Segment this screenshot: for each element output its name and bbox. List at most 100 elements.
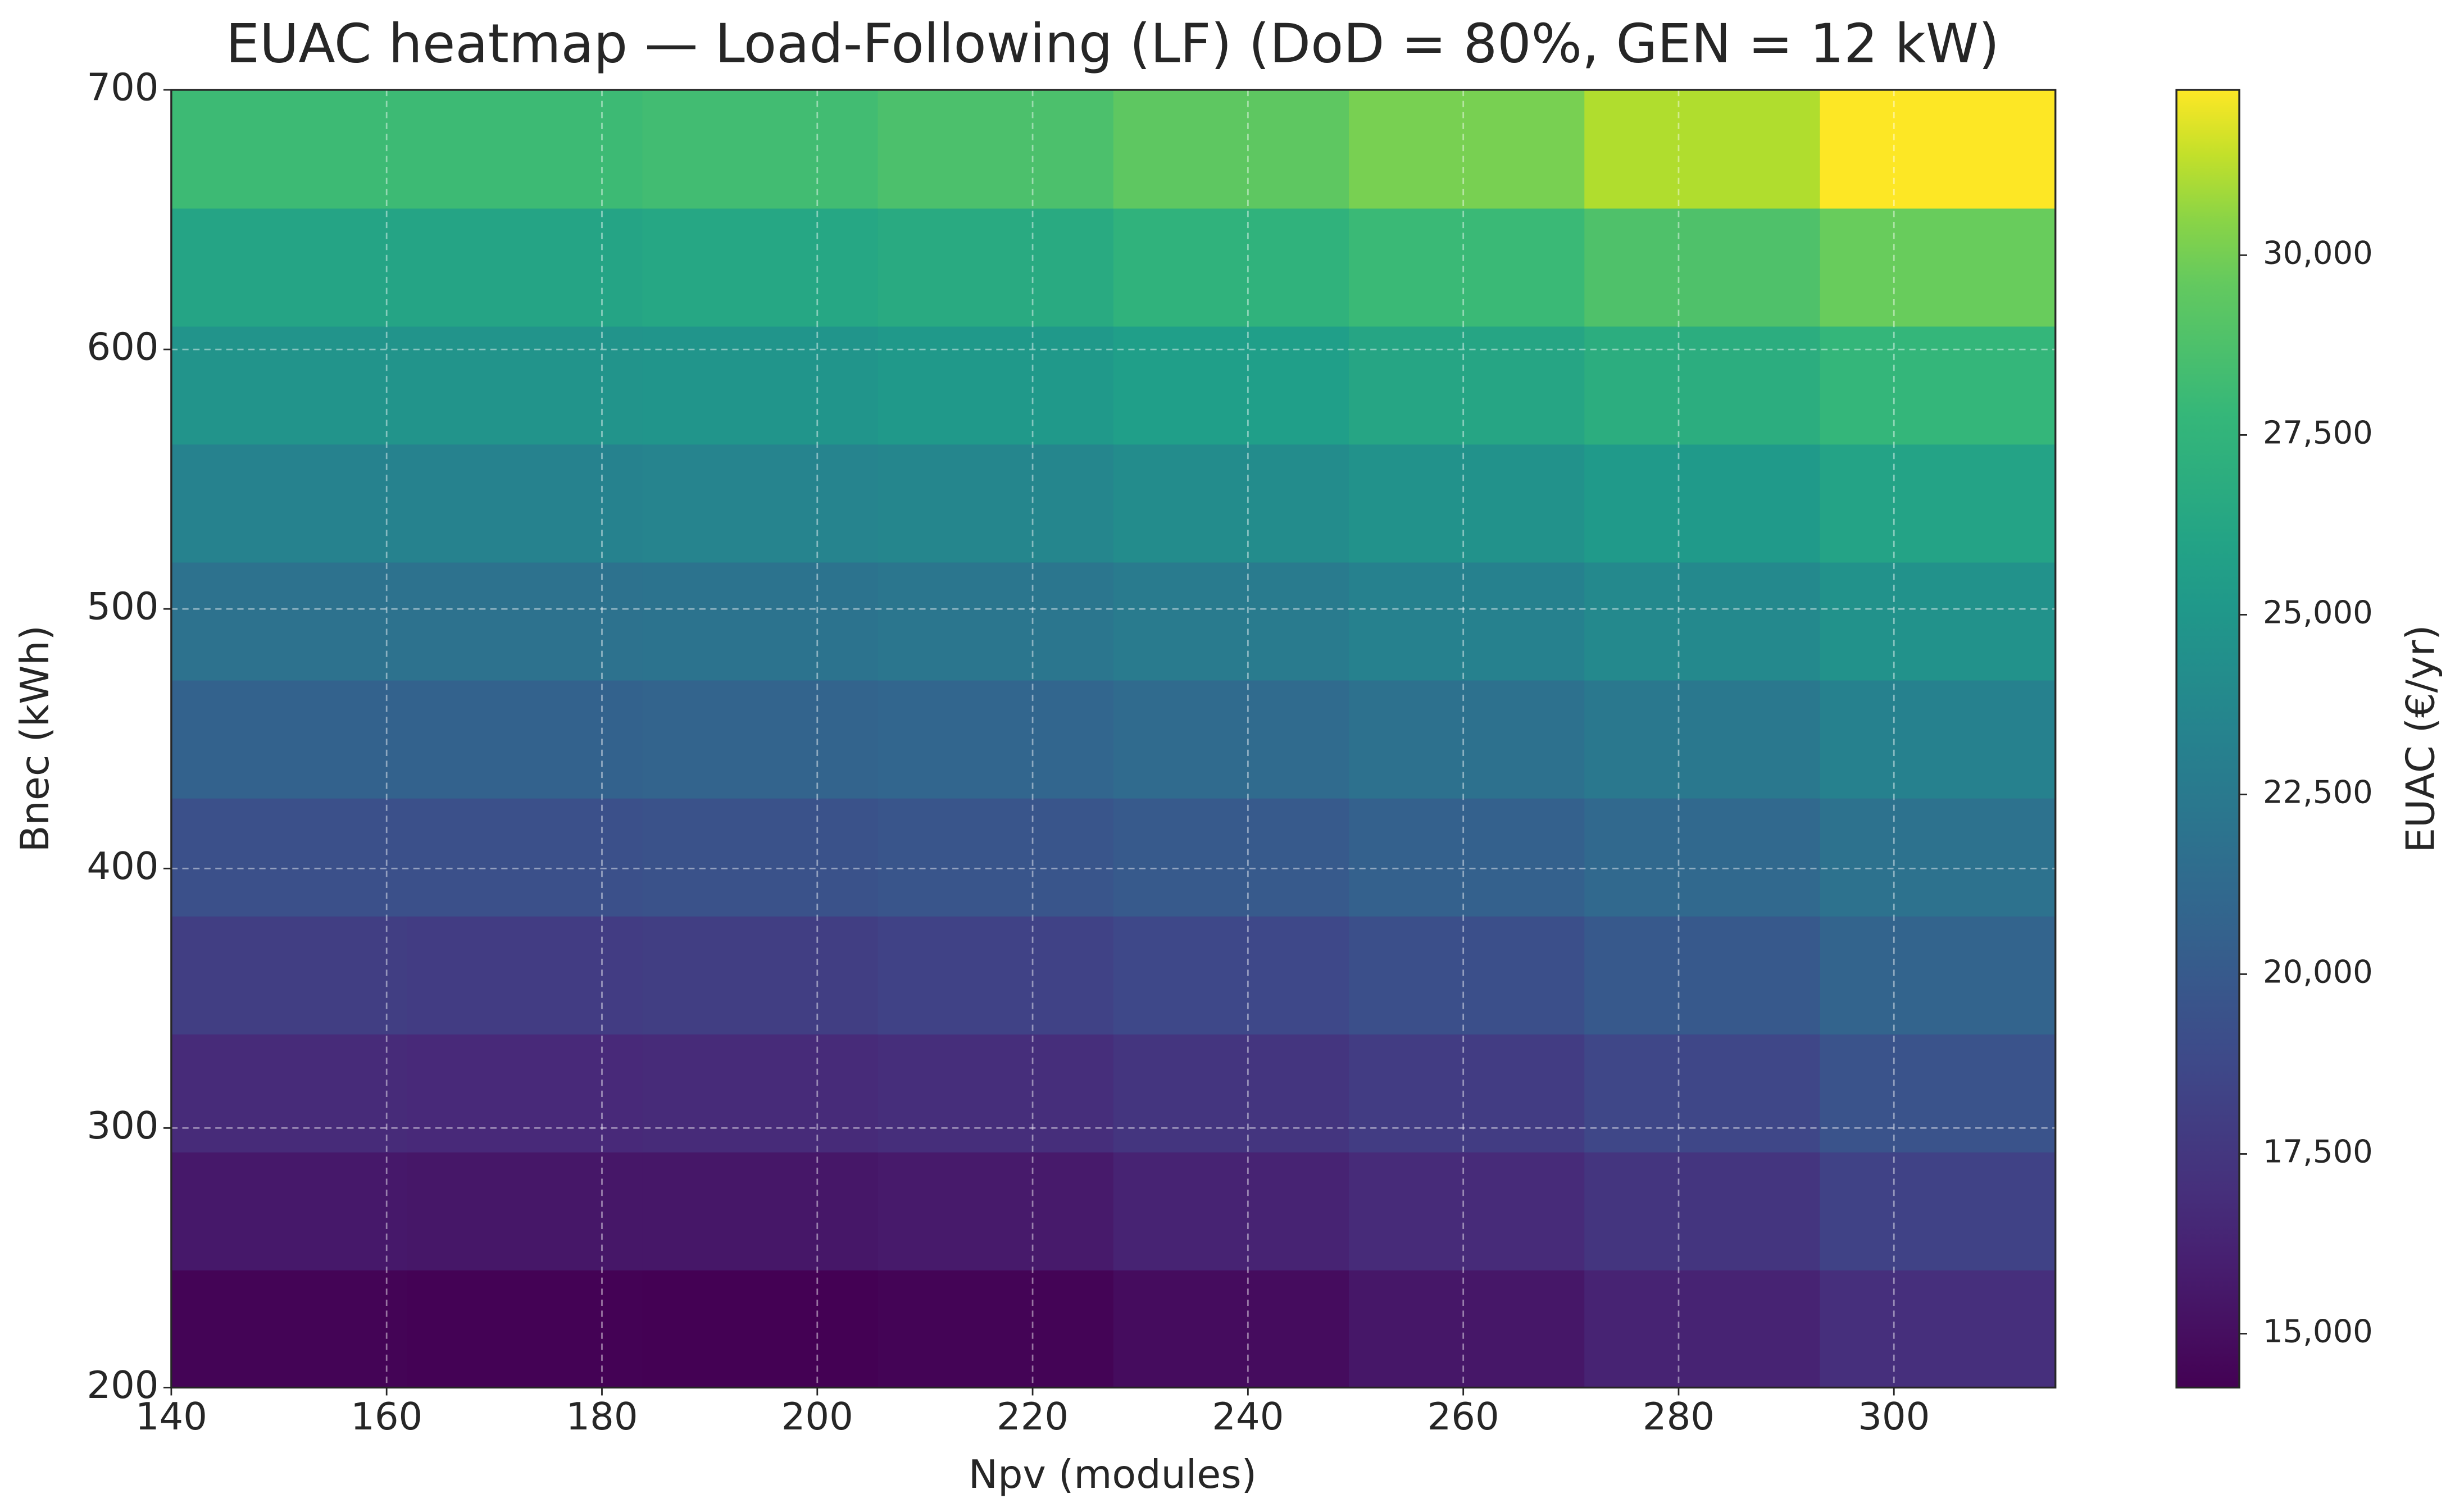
heatmap-cell [1584, 1033, 1821, 1153]
heatmap-cell [878, 916, 1115, 1035]
heatmap-cell [1584, 562, 1821, 681]
heatmap-cell [1584, 1151, 1821, 1270]
heatmap-cell [878, 208, 1115, 327]
y-tick-label: 200 [87, 1363, 158, 1407]
heatmap-cell [642, 326, 879, 445]
heatmap-cell [1584, 916, 1821, 1035]
heatmap-cell [1820, 444, 2057, 563]
heatmap-cell [407, 1269, 643, 1388]
heatmap-cell [1113, 444, 1350, 563]
heatmap-cell [1349, 680, 1585, 799]
heatmap-cell [171, 1151, 408, 1270]
heatmap-cell [171, 444, 408, 563]
x-tick-label: 280 [1643, 1395, 1715, 1438]
heatmap-cell [642, 1269, 879, 1388]
heatmap-cell [1820, 208, 2057, 327]
heatmap-cell [1113, 208, 1350, 327]
heatmap-cell [1113, 1151, 1350, 1270]
x-tick-label: 220 [997, 1395, 1069, 1438]
heatmap-cell [1349, 444, 1585, 563]
colorbar-tick-label: 20,000 [2263, 954, 2373, 991]
heatmap-cell [1584, 798, 1821, 917]
heatmap-cell [407, 916, 643, 1035]
heatmap-cell [1820, 1151, 2057, 1270]
heatmap-cell [1349, 798, 1585, 917]
heatmap-cell [171, 326, 408, 445]
x-tick-label: 160 [351, 1395, 422, 1438]
heatmap-cell [1349, 326, 1585, 445]
heatmap-cell [407, 444, 643, 563]
heatmap-cell [407, 680, 643, 799]
x-tick-label: 200 [781, 1395, 853, 1438]
heatmap-cell [878, 1269, 1115, 1388]
heatmap-cell [1820, 680, 2057, 799]
heatmap-cell [1349, 1033, 1585, 1153]
heatmap-cell [878, 680, 1115, 799]
heatmap-cell [1584, 89, 1821, 209]
y-tick-label: 400 [87, 844, 158, 888]
colorbar-tick-label: 25,000 [2263, 595, 2373, 631]
colorbar-tick-label: 27,500 [2263, 415, 2373, 452]
x-tick-label: 300 [1858, 1395, 1930, 1438]
heatmap-cell [171, 916, 408, 1035]
heatmap-cell [642, 208, 879, 327]
heatmap-cell [642, 444, 879, 563]
heatmap-cell [407, 1151, 643, 1270]
heatmap-cell [1113, 1269, 1350, 1388]
heatmap-cell [1113, 89, 1350, 209]
heatmap-cell [1584, 680, 1821, 799]
heatmap-cell [642, 89, 879, 209]
heatmap-cell [171, 798, 408, 917]
heatmap-cell [407, 798, 643, 917]
heatmap-cell [1820, 562, 2057, 681]
heatmap-cell [642, 680, 879, 799]
heatmap-cell [171, 1033, 408, 1153]
y-tick-label: 700 [87, 66, 158, 110]
heatmap-cell [1349, 208, 1585, 327]
colorbar-label: EUAC (€/yr) [2398, 625, 2443, 853]
heatmap-cell [1113, 798, 1350, 917]
heatmap-cell [171, 562, 408, 681]
heatmap-cell [642, 1033, 879, 1153]
heatmap-cell [878, 444, 1115, 563]
heatmap-cell [171, 208, 408, 327]
colorbar [2175, 89, 2240, 1389]
heatmap-cell [1584, 1269, 1821, 1388]
colorbar-tick-label: 15,000 [2263, 1314, 2373, 1350]
heatmap-cell [1584, 326, 1821, 445]
heatmap-cell [1113, 1033, 1350, 1153]
heatmap-cell [407, 1033, 643, 1153]
colorbar-tick-label: 30,000 [2263, 235, 2373, 272]
heatmap-cell [642, 916, 879, 1035]
heatmap-cell [1820, 326, 2057, 445]
heatmap-cell [878, 1151, 1115, 1270]
heatmap-cell [407, 89, 643, 209]
x-tick-label: 140 [135, 1395, 207, 1438]
heatmap-cell [1113, 562, 1350, 681]
heatmap-cell [1820, 1033, 2057, 1153]
x-tick-label: 240 [1212, 1395, 1284, 1438]
heatmap-cell [407, 326, 643, 445]
heatmap-cell [1113, 326, 1350, 445]
heatmap-cell [1820, 798, 2057, 917]
heatmap-cell [171, 680, 408, 799]
heatmap-cell [642, 562, 879, 681]
y-tick-label: 500 [87, 585, 158, 629]
heatmap-cell [878, 1033, 1115, 1153]
x-tick-label: 260 [1428, 1395, 1499, 1438]
heatmap-cell [407, 208, 643, 327]
heatmap-cell [1584, 208, 1821, 327]
chart-title: EUAC heatmap — Load-Following (LF) (DoD … [226, 13, 1999, 75]
heatmap-cell [878, 562, 1115, 681]
heatmap-cell [642, 1151, 879, 1270]
y-tick-label: 600 [87, 325, 158, 369]
heatmap-cell [1349, 1269, 1585, 1388]
colorbar-tick-label: 22,500 [2263, 775, 2373, 811]
heatmap-cell [1113, 680, 1350, 799]
heatmap-cell [878, 326, 1115, 445]
heatmap-cell [1349, 1151, 1585, 1270]
heatmap-cell [1820, 89, 2057, 209]
heatmap-cell [878, 89, 1115, 209]
plot-frame [170, 89, 2057, 1389]
